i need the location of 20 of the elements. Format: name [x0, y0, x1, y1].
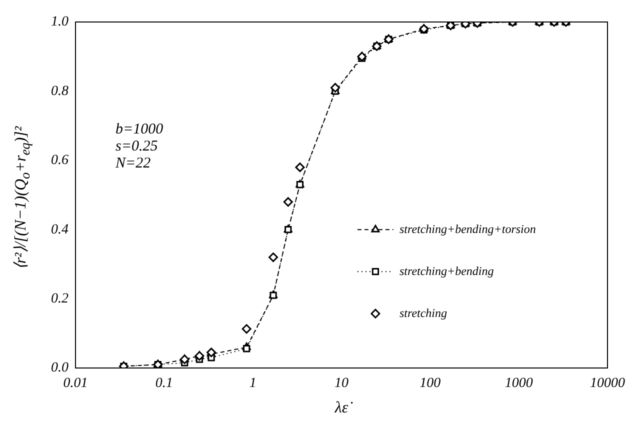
- x-tick-label: 1000: [504, 376, 533, 392]
- y-tick-label: 0.0: [51, 360, 68, 376]
- annotation: b=1000: [116, 121, 164, 138]
- y-tick-label: 1.0: [51, 14, 68, 30]
- y-tick-label: 0.4: [51, 222, 68, 238]
- x-tick-label: 0.1: [155, 376, 173, 392]
- x-tick-label: 0.01: [63, 376, 88, 392]
- annotation: N=22: [114, 155, 152, 172]
- x-tick-label: 10: [334, 376, 348, 392]
- x-tick-label: 1: [249, 376, 256, 392]
- annotation: s=0.25: [116, 138, 158, 154]
- x-axis-title: λε̇: [334, 400, 354, 417]
- legend-label: stretching+bending: [399, 264, 494, 278]
- y-tick-label: 0.8: [51, 84, 68, 99]
- y-tick-label: 0.6: [51, 153, 68, 168]
- x-tick-label: 100: [420, 376, 441, 392]
- x-tick-label: 10000: [590, 376, 625, 392]
- y-tick-label: 0.2: [51, 291, 68, 306]
- legend-label: stretching: [399, 306, 448, 320]
- legend-label: stretching+bending+torsion: [399, 222, 536, 236]
